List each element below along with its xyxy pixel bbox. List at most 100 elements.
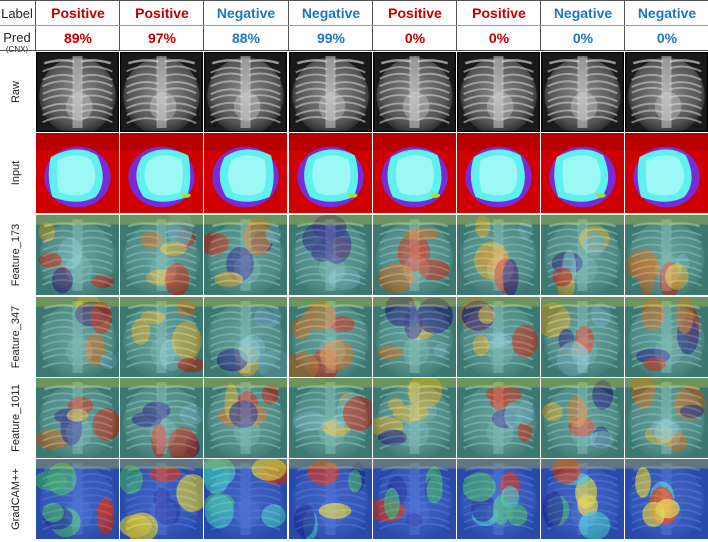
- feature-image: [457, 215, 540, 295]
- chest-xray-feature: [541, 378, 624, 458]
- chest-xray-feature: [120, 297, 203, 377]
- feature-image: [457, 297, 540, 377]
- feature-image: [541, 297, 624, 377]
- input-image: [289, 133, 372, 213]
- feature-image: [120, 297, 203, 377]
- prediction-score: 0%: [656, 30, 678, 46]
- chest-xray-gradcam: [36, 459, 119, 539]
- chest-xray-raw: [541, 52, 624, 132]
- chest-xray-feature: [373, 378, 456, 458]
- chest-xray-input: [373, 133, 456, 213]
- feature-image: [625, 215, 708, 295]
- gradcam-image: [289, 459, 372, 539]
- ground-truth-label: Negative: [637, 5, 697, 21]
- raw-image: [120, 52, 203, 132]
- prediction-score: 0%: [488, 30, 510, 46]
- pred-row-title: Pred: [3, 30, 31, 45]
- chest-xray-feature: [204, 215, 287, 295]
- chest-xray-input: [541, 133, 624, 213]
- ground-truth-label: Negative: [216, 5, 276, 21]
- label-row-title: Label: [1, 6, 33, 21]
- input-image: [541, 133, 624, 213]
- chest-xray-feature: [204, 378, 287, 458]
- chest-xray-raw: [36, 52, 119, 132]
- feature-image: [36, 297, 119, 377]
- chest-xray-feature: [373, 297, 456, 377]
- chest-xray-feature: [373, 215, 456, 295]
- prediction-score: 0%: [572, 30, 594, 46]
- feature-image: [373, 297, 456, 377]
- prediction-score: 89%: [63, 30, 93, 46]
- raw-image: [625, 52, 708, 132]
- pred-row-subtitle: (CNX): [0, 45, 34, 54]
- gradcam-image: [373, 459, 456, 539]
- chest-xray-feature: [457, 215, 540, 295]
- input-image: [625, 133, 708, 213]
- row-label-text: GradCAM++: [10, 468, 22, 530]
- chest-xray-feature: [625, 297, 708, 377]
- ground-truth-label: Positive: [472, 5, 526, 21]
- chest-xray-input: [120, 133, 203, 213]
- feature-image: [373, 215, 456, 295]
- row-label-text: Raw: [9, 80, 22, 104]
- raw-image: [457, 52, 540, 132]
- feature-image: [204, 297, 287, 377]
- input-image: [36, 133, 119, 213]
- chest-xray-feature: [625, 215, 708, 295]
- feature-image: [457, 378, 540, 458]
- row-label-text: Input: [10, 160, 22, 186]
- row-label-text: Feature_173: [10, 223, 23, 287]
- feature-image: [289, 378, 372, 458]
- ground-truth-label: Positive: [388, 5, 442, 21]
- feature-image: [36, 378, 119, 458]
- row-label: Feature_173: [2, 215, 30, 295]
- prediction-score: 99%: [316, 30, 346, 46]
- chest-xray-feature: [36, 297, 119, 377]
- chest-xray-feature: [120, 378, 203, 458]
- chest-xray-feature: [289, 378, 372, 458]
- input-image: [373, 133, 456, 213]
- row-label: Feature_1011: [2, 378, 30, 458]
- ground-truth-label: Negative: [553, 5, 613, 21]
- chest-xray-input: [289, 133, 372, 213]
- raw-image: [373, 52, 456, 132]
- chest-xray-raw: [457, 52, 540, 132]
- chest-xray-feature: [541, 297, 624, 377]
- chest-xray-gradcam: [541, 459, 624, 539]
- input-image: [457, 133, 540, 213]
- chest-xray-input: [625, 133, 708, 213]
- chest-xray-feature: [541, 215, 624, 295]
- header-middle-line: [0, 25, 708, 26]
- chest-xray-feature: [36, 215, 119, 295]
- row-label-text: Feature_1011: [10, 384, 22, 452]
- chest-xray-raw: [289, 52, 372, 132]
- header-bottom-line: [0, 50, 708, 51]
- raw-image: [541, 52, 624, 132]
- gradcam-image: [120, 459, 203, 539]
- raw-image: [289, 52, 372, 132]
- header-top-line: [0, 0, 708, 1]
- input-image: [120, 133, 203, 213]
- feature-image: [625, 378, 708, 458]
- row-label: GradCAM++: [2, 459, 30, 539]
- feature-image: [373, 378, 456, 458]
- chest-xray-gradcam: [457, 459, 540, 539]
- prediction-score: 97%: [147, 30, 177, 46]
- chest-xray-feature: [625, 378, 708, 458]
- chest-xray-raw: [204, 52, 287, 132]
- chest-xray-gradcam: [120, 459, 203, 539]
- chest-xray-gradcam: [204, 459, 287, 539]
- prediction-score: 88%: [231, 30, 261, 46]
- feature-image: [204, 215, 287, 295]
- chest-xray-gradcam: [373, 459, 456, 539]
- chest-xray-feature: [36, 378, 119, 458]
- chest-xray-raw: [373, 52, 456, 132]
- chest-xray-feature: [457, 378, 540, 458]
- feature-image: [541, 378, 624, 458]
- gradcam-image: [36, 459, 119, 539]
- feature-image: [204, 378, 287, 458]
- chest-xray-gradcam: [289, 459, 372, 539]
- gradcam-image: [204, 459, 287, 539]
- feature-image: [36, 215, 119, 295]
